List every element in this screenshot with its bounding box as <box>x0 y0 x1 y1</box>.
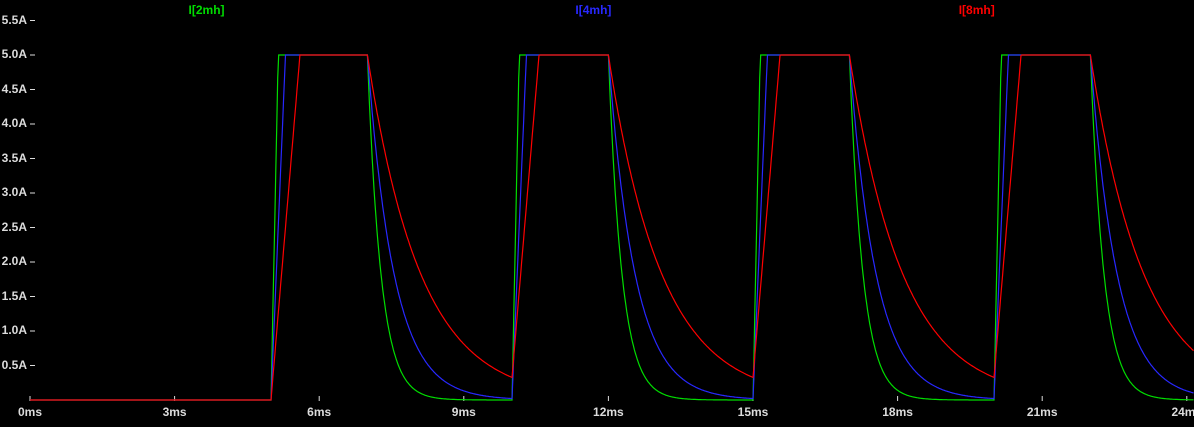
x-tick-label: 6ms <box>307 405 332 419</box>
x-tick-label: 15ms <box>737 405 769 419</box>
y-tick-label: 2.5A <box>1 219 27 234</box>
x-tick-label: 3ms <box>162 405 187 419</box>
x-tick-label: 18ms <box>882 405 913 419</box>
y-tick-label: 2.0A <box>1 254 27 268</box>
y-tick-label: 4.0A <box>1 116 27 130</box>
x-tick-label: 0ms <box>17 405 43 419</box>
legend-trace-i4mh[interactable]: I[4mh] <box>575 3 612 17</box>
y-tick-label: 0.5A <box>1 357 27 372</box>
x-tick-label: 24ms <box>1171 405 1194 419</box>
y-tick-label: 5.0A <box>1 47 27 61</box>
y-tick-label: 4.5A <box>1 81 27 96</box>
trace-i8mh <box>30 54 1194 401</box>
y-tick-label: 3.0A <box>1 185 27 199</box>
y-tick-label: 5.5A <box>1 12 27 27</box>
trace-i4mh <box>30 54 1194 401</box>
x-tick-label: 9ms <box>451 405 476 419</box>
y-tick-label: 1.0A <box>1 323 27 337</box>
legend-trace-i2mh[interactable]: I[2mh] <box>188 3 225 17</box>
x-tick-label: 21ms <box>1026 405 1058 419</box>
trace-i2mh <box>30 54 1194 401</box>
x-tick-label: 12ms <box>593 405 624 419</box>
y-tick-label: 3.5A <box>1 150 27 165</box>
legend-trace-i8mh[interactable]: I[8mh] <box>958 3 995 17</box>
y-tick-label: 1.5A <box>1 288 27 303</box>
